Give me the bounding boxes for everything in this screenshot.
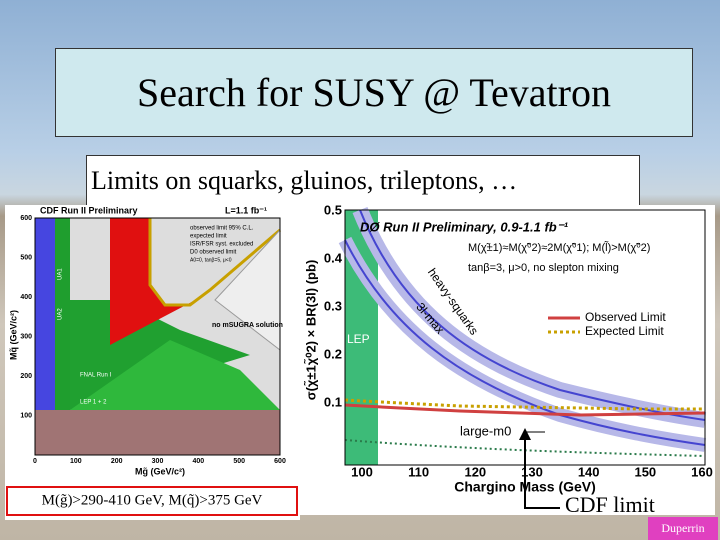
right-y-label: σ(χ̃±1χ̃⁰2) × BR(3l) (pb) xyxy=(303,260,318,401)
lep-region xyxy=(35,410,280,455)
x-tick-label: 110 xyxy=(408,464,429,479)
region-label: no mSUGRA solution xyxy=(212,322,283,329)
fnal-region2 xyxy=(70,340,280,410)
y-tick-label: 600 xyxy=(20,215,32,222)
callout-head xyxy=(519,428,531,440)
curve-label: LEP xyxy=(347,332,370,346)
y-tick-label: 0.2 xyxy=(324,346,342,361)
3lmax-curve xyxy=(344,239,706,446)
title: Search for SUSY @ Tevatron xyxy=(55,48,693,137)
x-tick-label: 150 xyxy=(634,464,656,479)
right-legend: Observed Limit xyxy=(585,310,666,324)
left-legend: D0 observed limit xyxy=(190,250,237,256)
x-tick-label: 500 xyxy=(233,458,245,465)
x-tick-label: 0 xyxy=(33,458,37,465)
region-label: LEP 1 + 2 xyxy=(80,400,107,406)
x-tick-label: 140 xyxy=(578,464,600,479)
left-y-label: Mq̃ (GeV/c²) xyxy=(8,310,18,360)
x-tick-label: 160 xyxy=(691,464,713,479)
y-tick-label: 0.4 xyxy=(324,250,343,265)
y-tick-label: 0.1 xyxy=(324,394,342,409)
left-legend: ISR/FSR syst. excluded xyxy=(190,242,253,248)
y-tick-label: 500 xyxy=(20,254,32,261)
observed-limit xyxy=(344,403,706,417)
y-tick-label: 400 xyxy=(20,294,32,301)
left-caption: M(g̃)>290-410 GeV, M(q̃)>375 GeV xyxy=(42,492,263,508)
y-tick-label: 100 xyxy=(20,412,32,419)
y-tick-label: 300 xyxy=(20,333,32,340)
x-tick-label: 300 xyxy=(152,458,164,465)
curve-label: large-m0 xyxy=(460,423,511,438)
x-tick-label: 400 xyxy=(192,458,204,465)
callout: CDF limit xyxy=(565,492,655,517)
y-tick-label: 0.3 xyxy=(324,298,342,313)
left-title: CDF Run II Preliminary xyxy=(40,205,138,215)
ua2-region xyxy=(55,218,70,410)
footer-box xyxy=(648,517,718,540)
left-x-label: Mg̃ (GeV/c²) xyxy=(135,466,185,476)
right-title: DØ Run II Preliminary, 0.9-1.1 fb⁻¹ xyxy=(360,219,569,234)
x-tick-label: 600 xyxy=(274,458,286,465)
y-tick-label: 200 xyxy=(20,373,32,380)
left-legend: expected limit xyxy=(190,234,227,240)
y-tick-label: 0.5 xyxy=(324,202,342,217)
right-note: M(χ̃±1)≈M(χ̃⁰2)≈2M(χ̃⁰1); M(l̃)>M(χ̃⁰2) xyxy=(468,241,650,254)
large-m0-curve xyxy=(344,439,706,457)
ua-region xyxy=(35,218,55,410)
region-label: FNAL Run I xyxy=(80,373,111,379)
left-lumi: L=1.1 fb⁻¹ xyxy=(225,205,267,215)
x-tick-label: 100 xyxy=(351,464,373,479)
region-label: UA2 xyxy=(58,308,64,320)
left-legend: observed limit 95% C.L. xyxy=(190,226,254,232)
left-axes xyxy=(34,217,281,456)
x-tick-label: 200 xyxy=(111,458,123,465)
isr-band xyxy=(148,218,281,307)
x-tick-label: 120 xyxy=(464,464,486,479)
x-tick-label: 130 xyxy=(521,464,543,479)
footer: Duperrin xyxy=(661,521,704,535)
right-legend: Expected Limit xyxy=(585,324,664,338)
right-note: tanβ=3, μ>0, no slepton mixing xyxy=(468,262,619,274)
caption-box xyxy=(6,486,298,516)
callout-line xyxy=(524,432,560,509)
region-label: UA1 xyxy=(58,268,64,280)
expected-limit xyxy=(344,398,705,411)
left-params: A0=0, tanβ=5, μ<0 xyxy=(190,257,232,263)
cdf-excluded xyxy=(110,218,205,345)
right-x-label: Chargino Mass (GeV) xyxy=(454,479,596,495)
x-tick-label: 100 xyxy=(70,458,82,465)
